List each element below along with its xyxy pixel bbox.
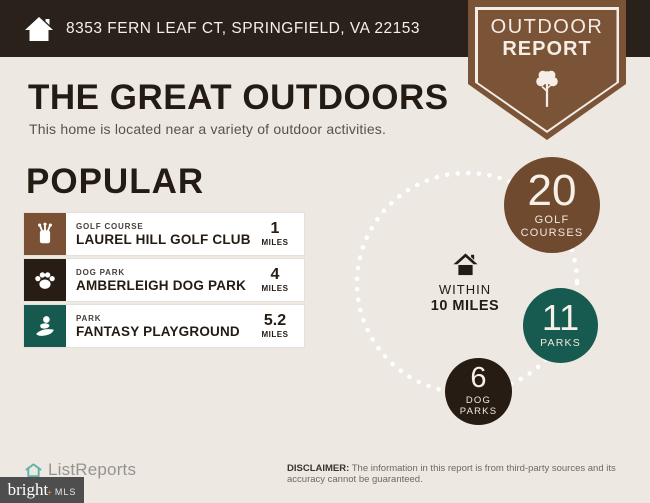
- ribbon-title-line1: OUTDOOR: [490, 16, 604, 38]
- bubble-value: 6: [470, 362, 487, 395]
- list-item-golf-course: GOLF COURSE LAUREL HILL GOLF CLUB 1 MILE…: [24, 213, 304, 255]
- brightmls-star-icon: +: [47, 488, 52, 497]
- page-subtitle: This home is located near a variety of o…: [29, 121, 387, 137]
- item-icon-box: [24, 259, 66, 301]
- item-distance-unit: MILES: [261, 330, 289, 339]
- list-item-dog-park: DOG PARK AMBERLEIGH DOG PARK 4 MILES: [24, 259, 304, 301]
- radius-center-label: WITHIN 10 MILES: [413, 252, 517, 314]
- item-icon-box: [24, 305, 66, 347]
- bubble-golf-courses: 20 GOLF COURSES: [504, 157, 600, 253]
- popular-heading: POPULAR: [26, 162, 205, 201]
- paw-icon: [35, 272, 55, 289]
- item-category: GOLF COURSE: [76, 221, 144, 231]
- item-category: DOG PARK: [76, 267, 125, 277]
- item-distance-value: 4: [270, 266, 280, 283]
- home-icon: [25, 16, 53, 41]
- listreports-label: ListReports: [48, 460, 137, 479]
- bubble-dog-parks: 6 DOG PARKS: [445, 358, 512, 425]
- brightmls-badge: bright + MLS: [0, 477, 84, 503]
- within-label-line2: 10 MILES: [430, 298, 500, 314]
- golf-bag-icon: [38, 222, 52, 244]
- bubble-value: 11: [541, 297, 580, 339]
- item-distance-unit: MILES: [261, 284, 289, 293]
- page-title: THE GREAT OUTDOORS: [28, 78, 449, 117]
- dashed-radius-circle: [354, 170, 580, 396]
- item-distance-value: 1: [270, 220, 280, 237]
- disclaimer: DISCLAIMER: The information in this repo…: [287, 463, 632, 486]
- item-category: PARK: [76, 313, 102, 323]
- outdoor-report-ribbon: OUTDOOR REPORT: [468, 0, 626, 140]
- within-label-line1: WITHIN: [438, 282, 492, 297]
- list-item-park: PARK FANTASY PLAYGROUND 5.2 MILES: [24, 305, 304, 347]
- bubble-label: PARKS: [540, 337, 581, 350]
- bubble-label: DOG PARKS: [459, 394, 498, 418]
- brightmls-name: bright: [7, 480, 49, 499]
- bubble-value: 20: [527, 165, 577, 215]
- popular-list: GOLF COURSE LAUREL HILL GOLF CLUB 1 MILE…: [24, 213, 304, 351]
- listreports-logo: ListReports: [24, 460, 136, 480]
- playground-icon: [36, 316, 54, 336]
- bubble-parks: 11 PARKS: [523, 288, 598, 363]
- property-address: 8353 FERN LEAF CT, SPRINGFIELD, VA 22153: [66, 19, 420, 37]
- disclaimer-text: The information in this report is from t…: [287, 463, 616, 486]
- item-distance-unit: MILES: [261, 238, 289, 247]
- house-icon: [452, 253, 478, 276]
- tree-icon: [536, 70, 558, 107]
- item-name: LAUREL HILL GOLF CLUB: [76, 231, 251, 247]
- brightmls-suffix: MLS: [54, 487, 77, 497]
- bubble-label: GOLF COURSES: [520, 213, 584, 239]
- item-icon-box: [24, 213, 66, 255]
- item-name: AMBERLEIGH DOG PARK: [76, 277, 247, 293]
- ribbon-title-line2: REPORT: [502, 38, 592, 60]
- listreports-house-icon: [25, 462, 42, 477]
- disclaimer-label: DISCLAIMER:: [287, 463, 350, 474]
- item-name: FANTASY PLAYGROUND: [76, 323, 240, 339]
- item-distance-value: 5.2: [263, 312, 287, 329]
